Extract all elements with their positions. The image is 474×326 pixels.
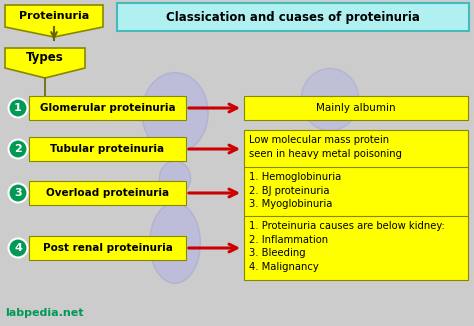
Text: 1: 1 xyxy=(14,103,22,113)
Circle shape xyxy=(9,239,27,258)
Text: Mainly albumin: Mainly albumin xyxy=(316,103,396,113)
FancyBboxPatch shape xyxy=(244,130,468,168)
FancyBboxPatch shape xyxy=(29,236,186,260)
FancyBboxPatch shape xyxy=(244,216,468,280)
Polygon shape xyxy=(5,5,103,37)
Ellipse shape xyxy=(317,137,344,163)
Text: Types: Types xyxy=(26,52,64,65)
Ellipse shape xyxy=(301,68,359,131)
Text: Post renal proteinuria: Post renal proteinuria xyxy=(43,243,173,253)
Text: Glomerular proteinuria: Glomerular proteinuria xyxy=(40,103,175,113)
Text: 1. Hemoglobinuria
2. BJ proteinuria
3. Myoglobinuria: 1. Hemoglobinuria 2. BJ proteinuria 3. M… xyxy=(249,172,341,209)
Ellipse shape xyxy=(159,161,191,195)
Circle shape xyxy=(9,140,27,158)
Ellipse shape xyxy=(308,169,352,231)
Text: Overload proteinuria: Overload proteinuria xyxy=(46,188,169,198)
Text: Proteinuria: Proteinuria xyxy=(19,11,89,21)
Text: labpedia.net: labpedia.net xyxy=(5,308,83,318)
Ellipse shape xyxy=(142,73,208,153)
Polygon shape xyxy=(5,48,85,78)
Text: Low molecular mass protein
seen in heavy metal poisoning: Low molecular mass protein seen in heavy… xyxy=(249,135,402,159)
Text: Tubular proteinuria: Tubular proteinuria xyxy=(50,144,164,154)
FancyBboxPatch shape xyxy=(29,181,186,205)
FancyBboxPatch shape xyxy=(244,96,468,120)
FancyBboxPatch shape xyxy=(244,167,468,219)
Text: 1. Proteinuria causes are below kidney:
2. Inflammation
3. Bleeding
4. Malignanc: 1. Proteinuria causes are below kidney: … xyxy=(249,221,445,272)
Text: 3: 3 xyxy=(14,188,22,198)
FancyBboxPatch shape xyxy=(117,3,469,31)
FancyBboxPatch shape xyxy=(29,96,186,120)
Text: Classication and cuases of proteinuria: Classication and cuases of proteinuria xyxy=(166,10,420,23)
Ellipse shape xyxy=(150,203,201,283)
FancyBboxPatch shape xyxy=(29,137,186,161)
Text: 2: 2 xyxy=(14,144,22,154)
Circle shape xyxy=(9,184,27,202)
Text: 4: 4 xyxy=(14,243,22,253)
Circle shape xyxy=(9,98,27,117)
